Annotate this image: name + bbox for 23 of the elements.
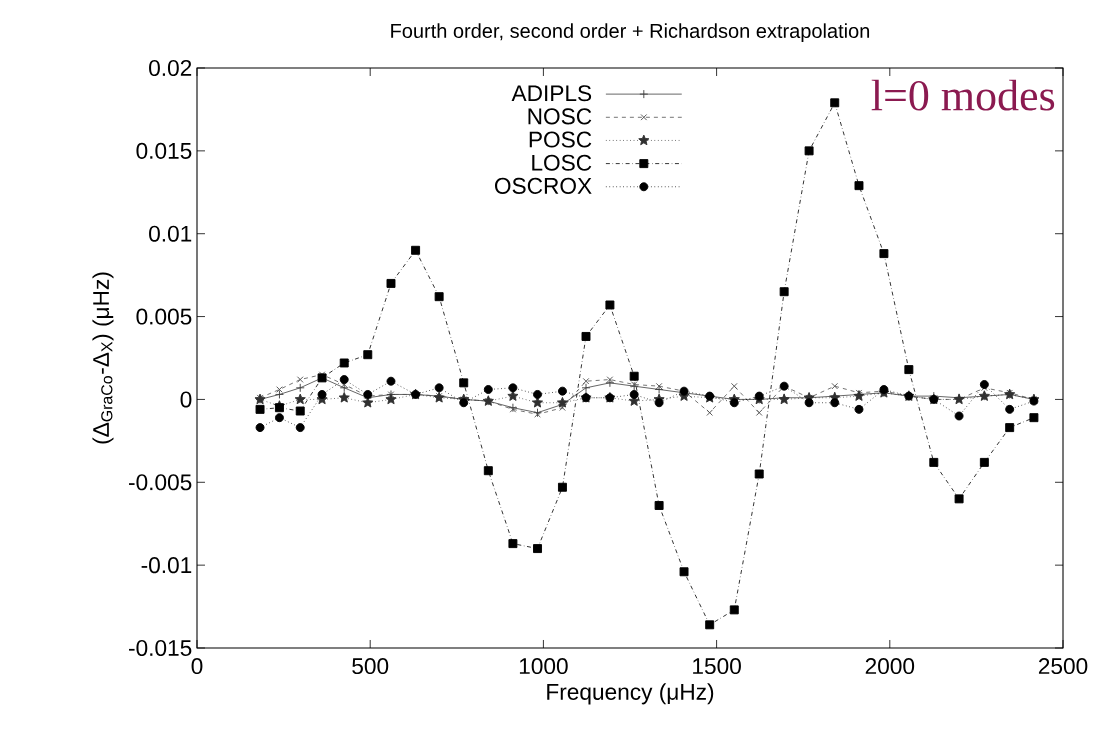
legend-label: LOSC [532, 154, 592, 171]
y-tick-label: -0.01 [141, 557, 192, 574]
annotation: l=0 modes [871, 79, 1055, 111]
y-axis-title: (Δ$_{GraCo}$-Δ$_{X}$) (μHz) [92, 272, 114, 444]
x-axis-title: Frequency (μHz) [547, 683, 714, 705]
y-tick-label: 0.015 [136, 142, 192, 159]
legend-label: POSC [529, 131, 592, 148]
y-tick-label: -0.015 [129, 639, 192, 657]
x-tick-label: 1000 [519, 658, 568, 675]
x-tick-label: 0 [191, 658, 203, 675]
y-tick-label: 0.02 [149, 59, 192, 77]
chart-title: Fourth order, second order + Richardson extrapolation [391, 23, 870, 42]
y-tick-label: -0.005 [129, 474, 192, 491]
y-tick-label: 0 [180, 391, 192, 408]
legend-label: NOSC [528, 108, 592, 125]
x-tick-label: 2500 [1038, 658, 1088, 675]
x-tick-label: 1500 [693, 658, 741, 675]
legend-label: OSCROX [494, 177, 592, 194]
y-tick-label: 0.005 [136, 308, 192, 325]
y-tick-label: 0.01 [149, 225, 192, 242]
legend-label: ADIPLS [511, 85, 592, 102]
x-tick-label: 2000 [865, 658, 915, 675]
x-tick-label: 500 [352, 658, 389, 675]
